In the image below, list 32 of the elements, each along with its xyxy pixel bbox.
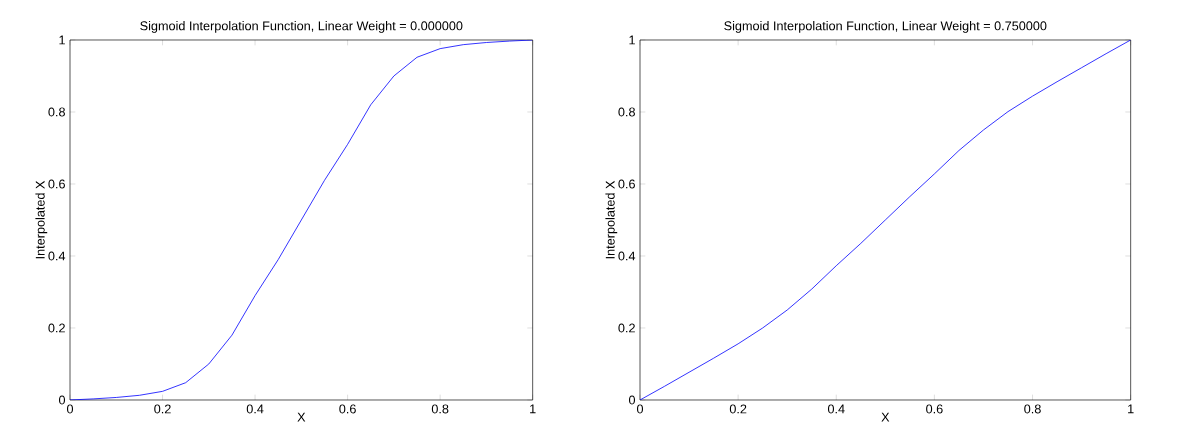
y-tick-label: 0.4 (48, 251, 66, 261)
x-tick-label: 1 (1128, 404, 1134, 414)
x-tick-label: 0.4 (827, 404, 845, 414)
y-tick-label: 0.4 (618, 251, 636, 261)
x-tick-label: 1 (530, 404, 536, 414)
x-tick-label: 0.4 (246, 404, 264, 414)
x-axis-title: X (297, 412, 306, 422)
chart-title: Sigmoid Interpolation Function, Linear Weight = 0.750000 (724, 21, 1047, 33)
x-tick-label: 0.8 (1024, 404, 1041, 414)
y-tick-label: 0.8 (48, 107, 65, 117)
chart-title: Sigmoid Interpolation Function, Linear Weight = 0.000000 (140, 21, 463, 33)
x-tick-label: 0.6 (339, 404, 356, 414)
x-tick-label: 0.8 (431, 404, 449, 414)
x-tick-label: 0.2 (729, 404, 747, 414)
x-tick-label: 0.6 (926, 404, 943, 414)
y-tick-label: 0.8 (618, 107, 635, 117)
line-series (640, 39, 1131, 400)
y-tick-label: 0.6 (618, 179, 635, 189)
y-tick-label: 1 (59, 35, 65, 45)
y-tick-label: 0 (628, 395, 636, 405)
y-tick-label: 0 (58, 395, 66, 405)
y-tick-label: 1 (629, 35, 635, 45)
x-axis-title: X (881, 412, 890, 422)
y-tick-label: 0.2 (48, 323, 65, 333)
x-tick-label: 0.2 (154, 404, 171, 414)
x-tick-label: 0 (636, 404, 644, 414)
y-tick-label: 0.2 (618, 323, 635, 333)
y-tick-label: 0.6 (48, 179, 65, 189)
x-tick-label: 0 (66, 404, 74, 414)
y-axis-title: Interpolated X (605, 180, 618, 259)
y-axis-title: Interpolated X (35, 180, 48, 259)
line-series (70, 39, 533, 400)
